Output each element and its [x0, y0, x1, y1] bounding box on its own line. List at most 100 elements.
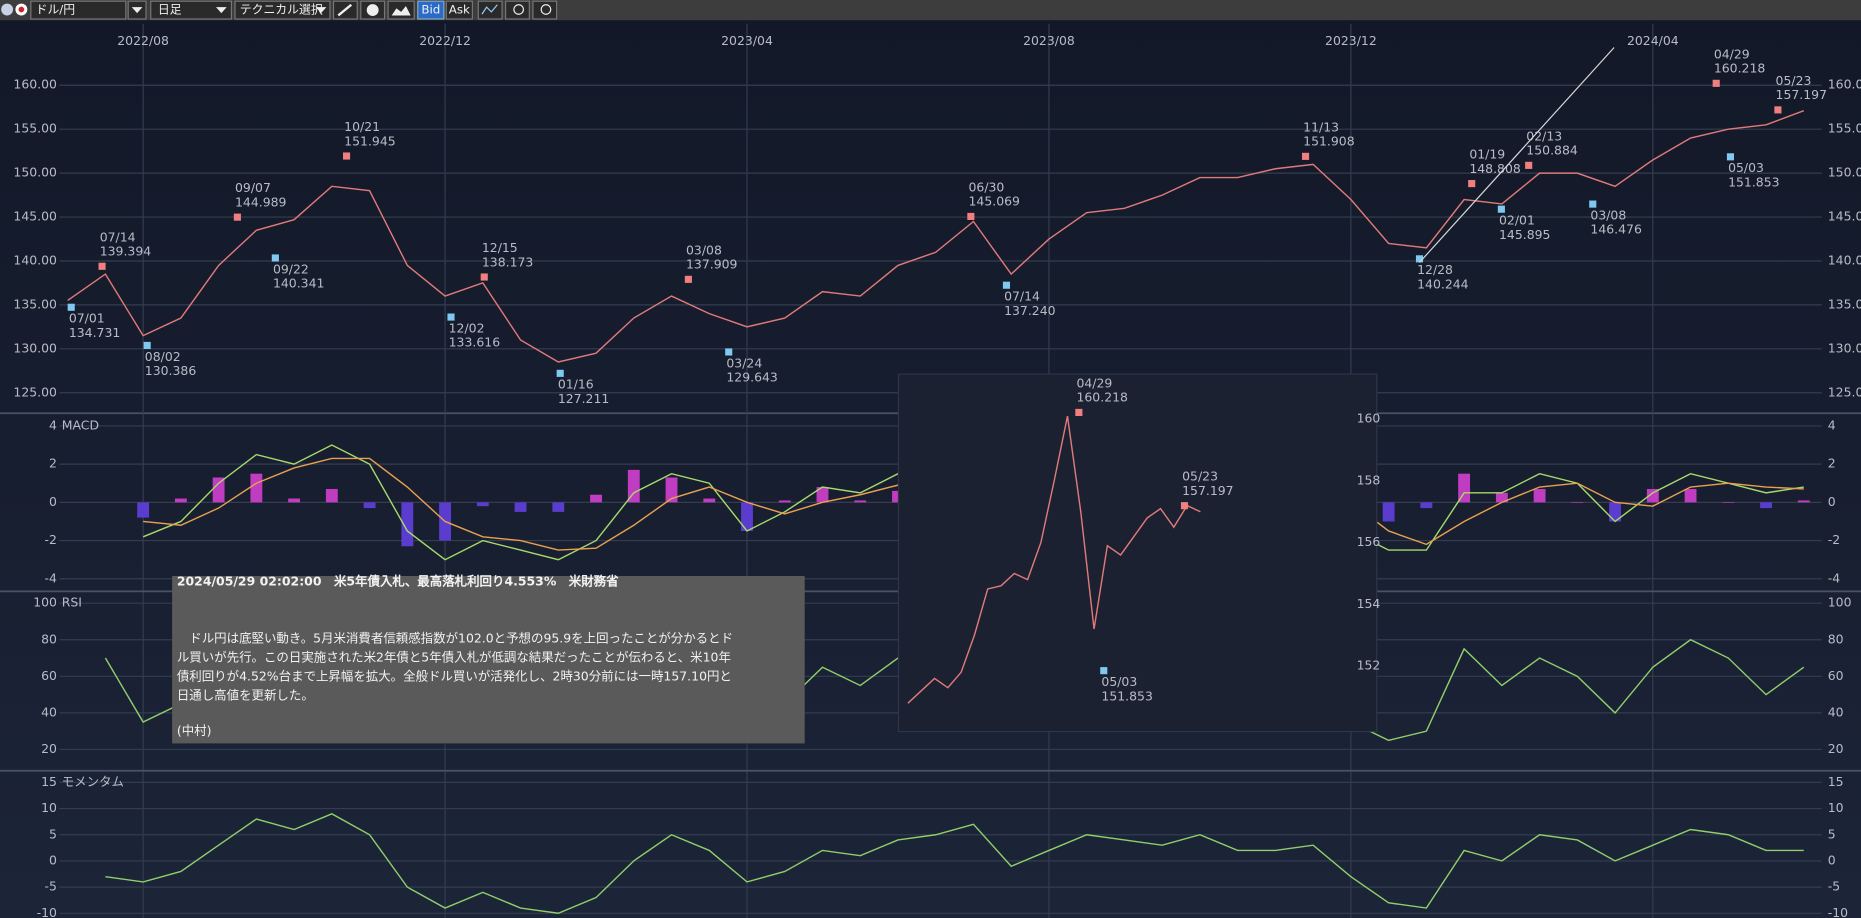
period-select[interactable] [150, 0, 233, 20]
panel-title: MACD [62, 417, 99, 432]
x-tick-label: 2023/04 [721, 33, 773, 48]
price-line [67, 110, 1805, 363]
ask-button[interactable] [445, 0, 473, 20]
technical-select[interactable] [234, 0, 331, 20]
low-date: 12/28 [1417, 262, 1453, 277]
histogram-bar [212, 477, 225, 503]
inset-bg [897, 373, 1378, 733]
panel-title: モメンタム [62, 774, 124, 789]
news-bg [172, 575, 805, 744]
y-tick-label-right: 10 [1828, 800, 1844, 815]
y-tick-label: 2 [49, 456, 57, 471]
bid-button[interactable] [417, 0, 445, 20]
high-price: 157.197 [1776, 87, 1827, 102]
high-price: 151.908 [1303, 134, 1355, 149]
histogram-bar [401, 502, 414, 547]
high-marker [480, 273, 488, 281]
low-price: 140.244 [1417, 276, 1469, 291]
histogram-bar [1420, 502, 1433, 509]
high-price: 157.197 [1182, 483, 1233, 498]
low-marker [1726, 153, 1735, 161]
high-marker [343, 152, 351, 160]
high-marker [1180, 502, 1189, 510]
x-tick-label: 2023/08 [1023, 33, 1075, 48]
y-tick-label: -5 [45, 879, 57, 894]
low-marker [1100, 667, 1108, 675]
high-marker [1301, 152, 1310, 160]
low-date: 09/22 [273, 261, 309, 276]
y-tick-label: -10 [37, 905, 57, 918]
high-marker [1525, 161, 1533, 169]
y-tick-label-right: -4 [1828, 570, 1840, 585]
y-tick-label: 135.00 [13, 296, 57, 311]
low-marker [725, 348, 733, 356]
pair-select[interactable] [30, 0, 127, 20]
histogram-bar [288, 498, 301, 503]
pen-icon [337, 3, 353, 17]
histogram-bar [703, 498, 716, 503]
trend-line [1419, 47, 1615, 263]
low-price: 151.853 [1101, 688, 1152, 703]
high-price: 138.173 [482, 254, 533, 269]
y-tick-label: 10 [41, 800, 57, 815]
histogram-bar [627, 469, 640, 503]
zoom-out-button[interactable] [505, 0, 530, 20]
y-tick-label: 15 [41, 774, 57, 789]
high-date: 01/19 [1469, 147, 1505, 162]
flag-us [1, 3, 14, 16]
x-tick-label: 2022/12 [419, 33, 471, 48]
pair-label: ドル/円 [36, 3, 76, 17]
low-marker [67, 303, 75, 311]
high-marker [1774, 106, 1782, 114]
x-tick-label: 2022/08 [117, 33, 169, 48]
y-tick-label: -2 [45, 532, 57, 547]
low-date: 07/01 [69, 311, 105, 326]
high-price: 160.218 [1076, 390, 1128, 405]
news-title: 2024/05/29 02:02:00 米5年債入札、最高落札利回り4.553%… [177, 573, 619, 588]
y-tick-label: 160.00 [13, 77, 57, 92]
high-marker [233, 213, 241, 221]
low-date: 02/01 [1499, 213, 1535, 228]
y-tick-label: 40 [41, 704, 57, 719]
histogram-bar [1533, 488, 1546, 503]
y-tick-label: 155.00 [13, 121, 57, 136]
y-tick-label-right: 160 [1357, 411, 1381, 426]
y-tick-label-right: 154 [1357, 596, 1381, 611]
low-date: 12/02 [449, 320, 485, 335]
low-marker [1002, 281, 1011, 289]
zoom-in-button[interactable] [532, 0, 558, 20]
high-price: 148.808 [1469, 161, 1521, 176]
chart-type-button[interactable] [387, 0, 415, 20]
y-tick-label-right: 5 [1828, 826, 1836, 841]
high-date: 03/08 [686, 242, 722, 257]
y-tick-label-right: 2 [1828, 456, 1836, 471]
zoom-out-icon [513, 4, 524, 15]
low-marker [447, 313, 455, 321]
low-marker [143, 341, 151, 350]
low-date: 03/08 [1590, 207, 1626, 222]
y-tick-label-right: 60 [1828, 668, 1844, 683]
high-price: 145.069 [968, 194, 1020, 209]
y-tick-label-right: 0 [1828, 852, 1836, 867]
y-tick-label-right: 20 [1828, 741, 1844, 756]
y-tick-label-right: 130.00 [1828, 340, 1861, 355]
chart-type-icon [391, 5, 411, 16]
low-marker [1415, 255, 1424, 263]
y-tick-label: 140.00 [13, 252, 57, 267]
technical-label: テクニカル選択 [240, 3, 323, 17]
settings-icon [481, 4, 498, 15]
histogram-bar [325, 488, 338, 503]
high-price: 150.884 [1526, 143, 1578, 158]
y-tick-label-right: 100 [1828, 595, 1852, 610]
low-date: 05/03 [1101, 674, 1137, 689]
y-tick-label: -4 [45, 570, 57, 585]
low-marker [1589, 200, 1597, 208]
high-marker [684, 275, 692, 283]
histogram-bar [1382, 502, 1395, 522]
period-label: 日足 [158, 3, 182, 17]
y-tick-label-right: 158 [1357, 472, 1381, 487]
y-tick-label: 20 [41, 741, 57, 756]
histogram-bar [514, 502, 527, 512]
histogram-bar [665, 477, 678, 503]
